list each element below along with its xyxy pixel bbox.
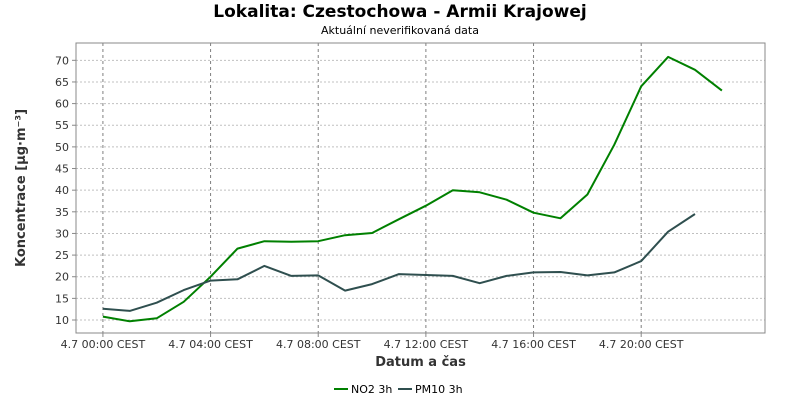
y-tick-label: 65: [55, 76, 69, 89]
legend: NO2 3h PM10 3h: [334, 383, 463, 396]
y-tick-label: 50: [55, 141, 69, 154]
x-tick-label: 4.7 12:00 CEST: [384, 338, 469, 351]
y-tick-label: 20: [55, 271, 69, 284]
x-tick-label: 4.7 08:00 CEST: [276, 338, 361, 351]
y-tick-label: 15: [55, 292, 69, 305]
x-tick-label: 4.7 16:00 CEST: [491, 338, 576, 351]
plot-border: [75, 42, 766, 334]
series-line-no2: [102, 55, 723, 323]
plot-area: [76, 43, 765, 333]
y-axis-ticks: 10 15 20 25 30 35 40 45 50 55 60 65 70: [55, 54, 76, 327]
grid-lines: [76, 43, 765, 333]
y-tick-label: 60: [55, 98, 69, 111]
chart-subtitle: Aktuální neverifikovaná data: [321, 24, 479, 37]
series-lines: [102, 55, 723, 323]
y-tick-label: 10: [55, 314, 69, 327]
y-axis-title: Koncentrace [µg·m⁻³]: [14, 109, 29, 267]
y-tick-label: 70: [55, 54, 69, 67]
x-tick-label: 4.7 04:00 CEST: [168, 338, 253, 351]
y-tick-label: 55: [55, 119, 69, 132]
y-tick-label: 45: [55, 163, 69, 176]
x-axis-ticks: 4.7 00:00 CEST 4.7 04:00 CEST 4.7 08:00 CE…: [61, 333, 684, 351]
y-tick-label: 30: [55, 227, 69, 240]
series-line-pm10: [102, 213, 696, 312]
y-tick-label: 35: [55, 206, 69, 219]
legend-label: PM10 3h: [415, 383, 463, 396]
y-tick-label: 25: [55, 249, 69, 262]
x-tick-label: 4.7 20:00 CEST: [599, 338, 684, 351]
legend-label: NO2 3h: [351, 383, 392, 396]
y-tick-label: 40: [55, 184, 69, 197]
chart-title: Lokalita: Czestochowa - Armii Krajowej: [213, 2, 587, 22]
x-tick-label: 4.7 00:00 CEST: [61, 338, 146, 351]
x-axis-title: Datum a čas: [375, 355, 466, 370]
